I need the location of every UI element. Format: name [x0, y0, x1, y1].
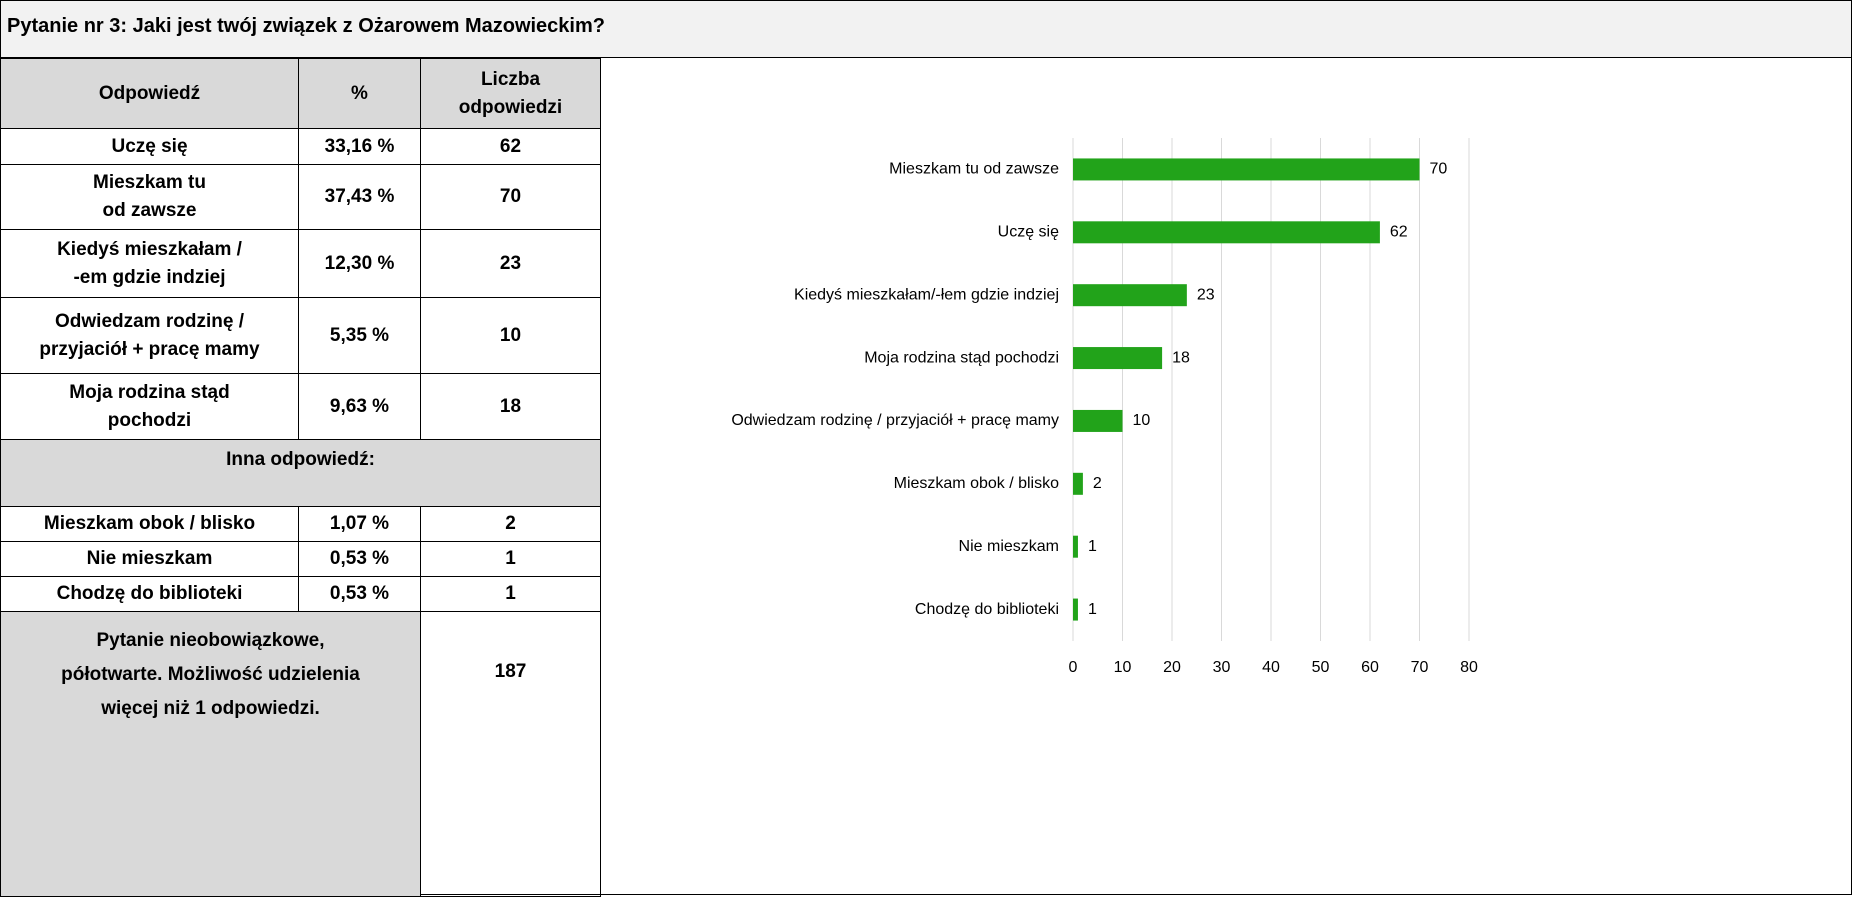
x-tick-label: 70 [1411, 659, 1429, 676]
cell: 62 [420, 128, 601, 165]
header-row: Odpowiedź % Liczba odpowiedzi [0, 58, 601, 129]
cell: Mieszkam obok / blisko [0, 506, 299, 542]
x-tick-label: 60 [1361, 659, 1379, 676]
category-label: Chodzę do biblioteki [915, 601, 1059, 618]
bar [1073, 284, 1187, 307]
category-label: Kiedyś mieszkałam/-łem gdzie indziej [794, 286, 1059, 303]
bar [1073, 221, 1380, 244]
value-label: 2 [1093, 475, 1102, 492]
bar [1073, 598, 1078, 621]
row: Nie mieszkam 0,53 % 1 [0, 541, 601, 577]
category-label: Uczę się [998, 224, 1059, 241]
x-tick-label: 40 [1262, 659, 1280, 676]
cell: 5,35 % [298, 297, 421, 374]
cell: 70 [420, 164, 601, 230]
x-tick-label: 80 [1460, 659, 1478, 676]
value-label: 62 [1390, 224, 1408, 241]
chart: 0 10 20 30 40 50 60 70 80 Mieszkam tu od zawsze 70… [731, 138, 1478, 676]
cell: Uczę się [0, 128, 299, 165]
bar [1073, 472, 1083, 495]
cell: 10 [420, 297, 601, 374]
bar [1073, 535, 1078, 558]
cell: 1 [420, 576, 601, 612]
cell: 12,30 % [298, 229, 421, 298]
row: Chodzę do biblioteki 0,53 % 1 [0, 576, 601, 612]
cell: Nie mieszkam [0, 541, 299, 577]
other-label: Inna odpowiedź: [0, 439, 601, 507]
category-label: Mieszkam obok / blisko [894, 475, 1059, 492]
x-tick-label: 10 [1114, 659, 1132, 676]
row: Moja rodzina stąd pochodzi 9,63 % 18 [0, 373, 601, 440]
cell: Odwiedzam rodzinę / przyjaciół + pracę m… [0, 297, 299, 374]
row: Mieszkam tu od zawsze 37,43 % 70 [0, 164, 601, 230]
bar [1073, 347, 1163, 370]
cell: Moja rodzina stąd pochodzi [0, 373, 299, 440]
header-cell: Odpowiedź [0, 58, 299, 129]
cell: 1 [420, 541, 601, 577]
row: Odwiedzam rodzinę / przyjaciół + pracę m… [0, 297, 601, 374]
value-label: 1 [1088, 538, 1097, 555]
x-tick-label: 0 [1069, 659, 1078, 676]
x-tick-label: 30 [1213, 659, 1231, 676]
header-cell: % [298, 58, 421, 129]
footer-note: Pytanie nieobowiązkowe, półotwarte. Możl… [0, 611, 421, 897]
row: Mieszkam obok / blisko 1,07 % 2 [0, 506, 601, 542]
cell: Mieszkam tu od zawsze [0, 164, 299, 230]
value-label: 70 [1430, 161, 1448, 178]
answers-table: Odpowiedź % Liczba odpowiedzi Uczę się 33… [0, 58, 601, 897]
bar [1073, 158, 1420, 181]
value-label: 18 [1172, 349, 1190, 366]
category-label: Mieszkam tu od zawsze [889, 161, 1059, 178]
header-cell: Liczba odpowiedzi [420, 58, 601, 129]
cell: 0,53 % [298, 541, 421, 577]
value-label: 10 [1133, 412, 1151, 429]
bar [1073, 409, 1123, 432]
cell: 18 [420, 373, 601, 440]
cell: 2 [420, 506, 601, 542]
x-tick-label: 50 [1312, 659, 1330, 676]
category-label: Moja rodzina stąd pochodzi [864, 349, 1059, 366]
row: Kiedyś mieszkałam / -em gdzie indziej 12,… [0, 229, 601, 298]
row: Uczę się 33,16 % 62 [0, 128, 601, 165]
value-label: 23 [1197, 286, 1215, 303]
cell: 9,63 % [298, 373, 421, 440]
cell: 0,53 % [298, 576, 421, 612]
cell: 33,16 % [298, 128, 421, 165]
cell: Kiedyś mieszkałam / -em gdzie indziej [0, 229, 299, 298]
x-tick-label: 20 [1163, 659, 1181, 676]
category-label: Odwiedzam rodzinę / przyjaciół + pracę m… [731, 412, 1059, 429]
cell: 37,43 % [298, 164, 421, 230]
cell: 23 [420, 229, 601, 298]
title: Pytanie nr 3: Jaki jest twój związek z O… [1, 1, 1851, 58]
value-label: 1 [1088, 601, 1097, 618]
category-label: Nie mieszkam [959, 538, 1059, 555]
footer-row: Pytanie nieobowiązkowe, półotwarte. Możl… [0, 611, 601, 897]
other-row: Inna odpowiedź: [0, 439, 601, 507]
cell: 1,07 % [298, 506, 421, 542]
cell: Chodzę do biblioteki [0, 576, 299, 612]
footer-total: 187 [420, 611, 601, 897]
